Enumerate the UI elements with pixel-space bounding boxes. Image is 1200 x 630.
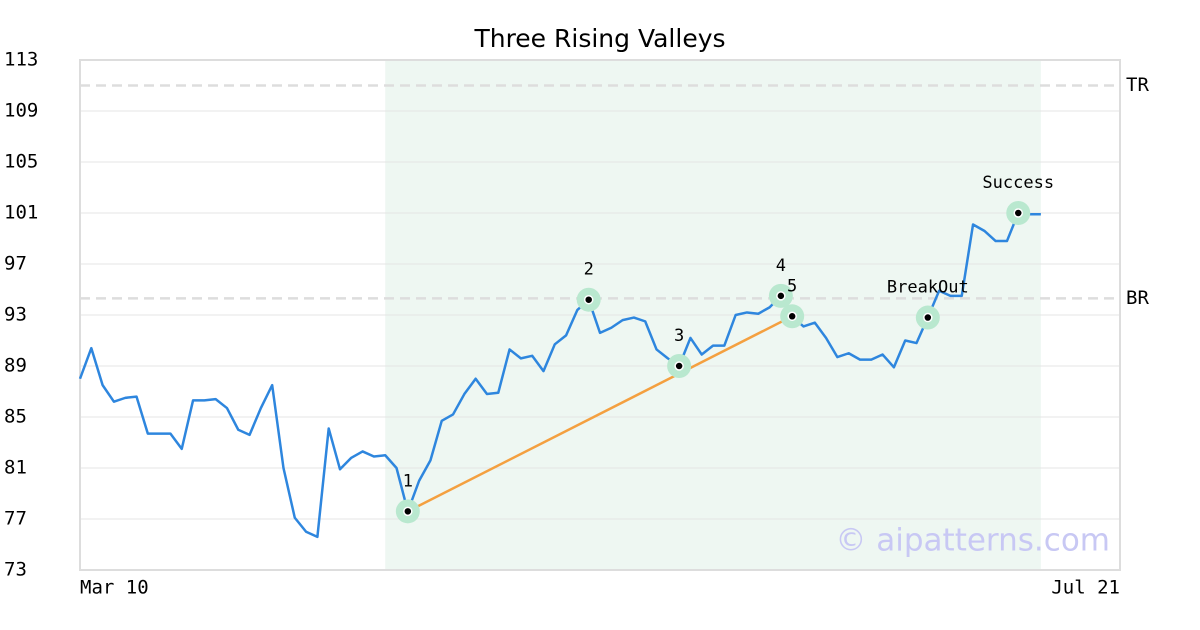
- pivot-label: Success: [982, 173, 1054, 193]
- y-tick-label: 101: [4, 202, 38, 224]
- pivot-label: 1: [403, 471, 413, 491]
- pivot-label: 3: [674, 326, 684, 346]
- pivot-dot: [1013, 208, 1024, 218]
- y-tick-label: 81: [4, 457, 27, 479]
- y-tick-label: 93: [4, 304, 27, 326]
- pivot-dot: [776, 291, 786, 301]
- pivot-dot: [674, 361, 684, 371]
- x-tick-label: Jul 21: [1051, 577, 1120, 599]
- y-tick-label: 89: [4, 355, 27, 377]
- level-label: BR: [1126, 287, 1149, 309]
- pivot-label: BreakOut: [887, 278, 969, 298]
- pivot-dot: [403, 506, 413, 517]
- y-tick-label: 97: [4, 253, 27, 275]
- y-tick-label: 77: [4, 508, 27, 530]
- pivot-dot: [583, 294, 594, 305]
- pivot-label: 5: [787, 276, 797, 296]
- y-tick-label: 73: [4, 559, 27, 581]
- pivot-label: 4: [776, 256, 786, 276]
- pivot-dot: [787, 311, 797, 322]
- level-label: TR: [1126, 74, 1149, 96]
- plot-frame: [79, 59, 1121, 571]
- y-tick-label: 113: [4, 49, 38, 71]
- price-line: [78, 211, 1041, 539]
- chart-title: Three Rising Valleys: [473, 24, 725, 53]
- y-tick-label: 85: [4, 406, 27, 428]
- y-tick-label: 109: [4, 100, 38, 122]
- watermark: © aipatterns.com: [835, 523, 1110, 559]
- x-tick-label: Mar 10: [80, 577, 149, 599]
- y-tick-label: 105: [4, 151, 38, 173]
- pivot-dot: [923, 312, 933, 323]
- pivot-label: 2: [584, 260, 594, 280]
- trend-line: [407, 315, 793, 513]
